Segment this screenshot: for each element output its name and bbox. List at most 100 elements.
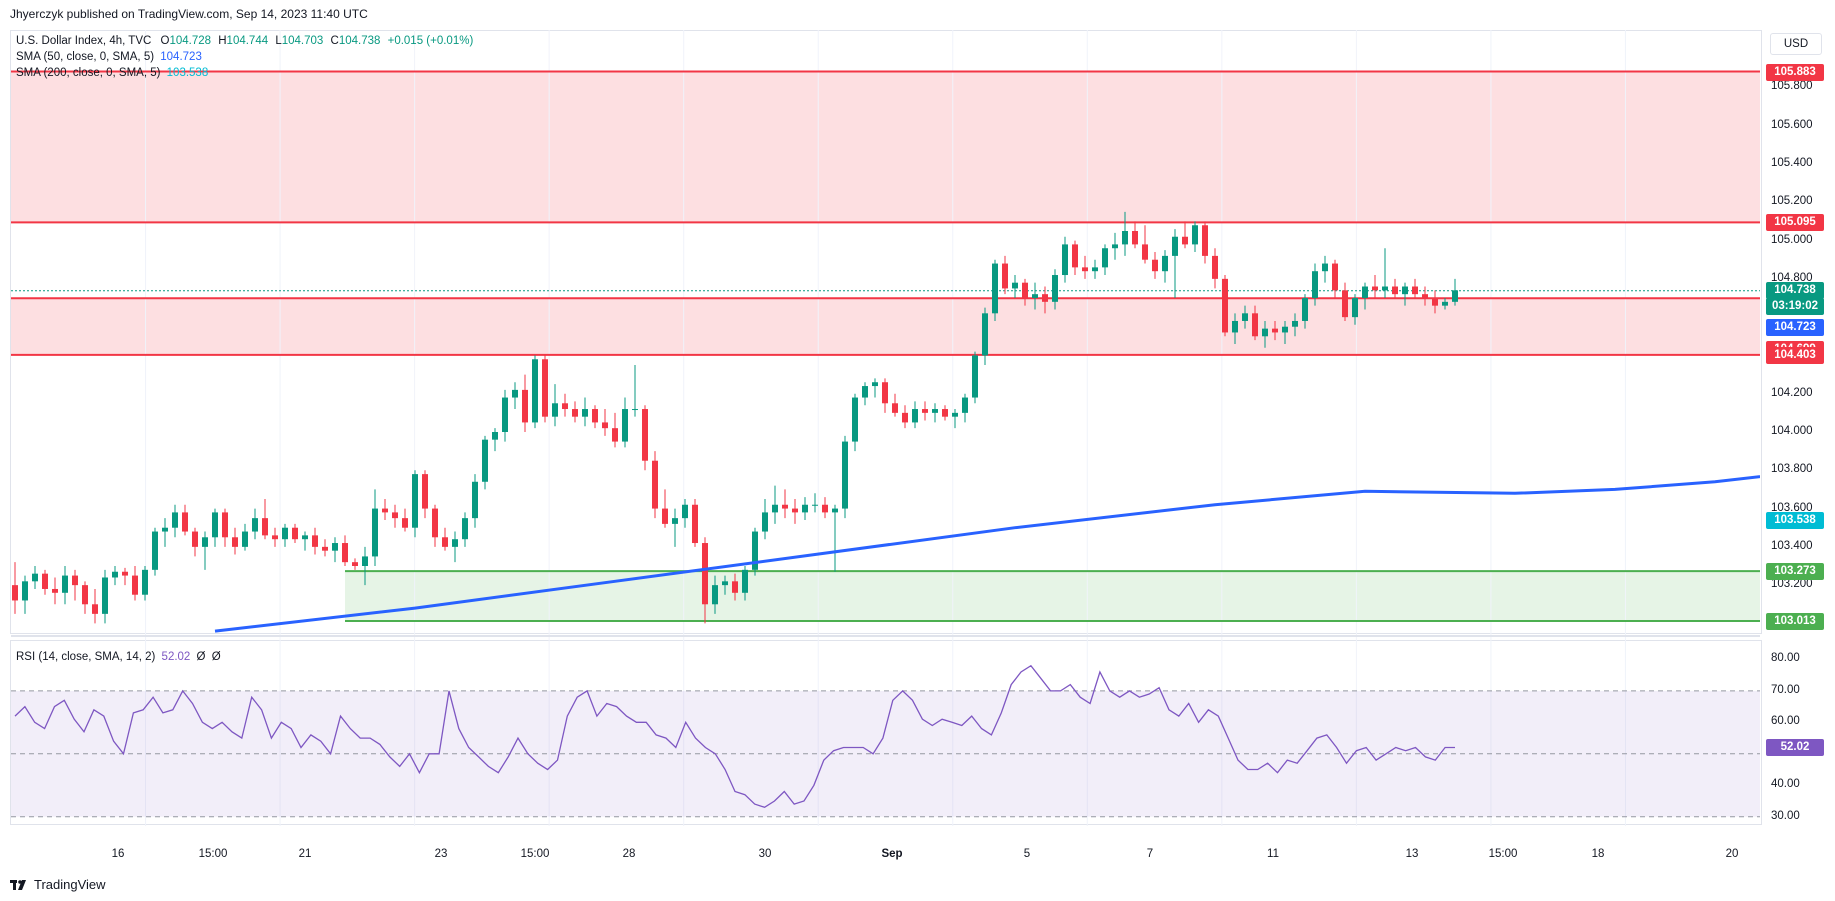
candle-body bbox=[232, 537, 238, 547]
candle-body bbox=[532, 359, 538, 423]
candle-body bbox=[1242, 313, 1248, 321]
candle-body bbox=[1312, 271, 1318, 298]
candle-body bbox=[382, 508, 388, 513]
candle-body bbox=[162, 527, 168, 532]
candle-body bbox=[852, 397, 858, 442]
candle-body bbox=[192, 531, 198, 547]
time-tick: Sep bbox=[881, 848, 903, 860]
candle-body bbox=[1392, 286, 1398, 295]
symbol-label: U.S. Dollar Index, 4h, TVC bbox=[16, 35, 152, 47]
candle-body bbox=[172, 512, 178, 528]
tradingview-logo-icon bbox=[10, 879, 26, 890]
candle-body bbox=[1362, 286, 1368, 298]
candle-body bbox=[1122, 231, 1128, 245]
candle-body bbox=[832, 508, 838, 513]
candle-body bbox=[562, 403, 568, 410]
time-tick: 18 bbox=[1591, 848, 1605, 860]
sma200-legend[interactable]: SMA (200, close, 0, SMA, 5) 103.538 bbox=[16, 67, 208, 79]
tag-105883: 105.883 bbox=[1766, 63, 1824, 81]
support-zone bbox=[345, 571, 1760, 621]
price-tick: 105.800 bbox=[1771, 80, 1813, 93]
candle-body bbox=[662, 508, 668, 524]
candle-body bbox=[1292, 320, 1298, 327]
candle-body bbox=[272, 535, 278, 540]
candle-body bbox=[642, 409, 648, 461]
candle-body bbox=[612, 428, 618, 442]
sma50-value: 104.723 bbox=[160, 51, 202, 63]
rsi-label: RSI (14, close, SMA, 14, 2) bbox=[16, 651, 156, 663]
candle-body bbox=[322, 546, 328, 551]
candle-body bbox=[1232, 320, 1238, 333]
candle-body bbox=[52, 588, 58, 593]
candle-body bbox=[142, 569, 148, 595]
candle-body bbox=[752, 531, 758, 570]
candle-body bbox=[302, 535, 308, 540]
rsi-legend[interactable]: RSI (14, close, SMA, 14, 2) 52.02 Ø Ø bbox=[16, 651, 221, 663]
candle-body bbox=[862, 386, 868, 398]
candle-body bbox=[432, 508, 438, 538]
candle-body bbox=[1252, 313, 1258, 337]
price-tick: 105.600 bbox=[1771, 118, 1813, 131]
candle-body bbox=[572, 409, 578, 417]
sma50-legend[interactable]: SMA (50, close, 0, SMA, 5) 104.723 bbox=[16, 51, 202, 63]
candle-body bbox=[42, 573, 48, 589]
rsi-extra1: Ø bbox=[196, 651, 206, 663]
candle-body bbox=[782, 504, 788, 509]
candle-body bbox=[952, 412, 958, 417]
candle-body bbox=[1402, 286, 1408, 295]
candle-body bbox=[1132, 231, 1138, 245]
currency-button[interactable]: USD bbox=[1770, 33, 1822, 55]
candle-body bbox=[1212, 255, 1218, 279]
candle-body bbox=[1062, 244, 1068, 276]
candle-body bbox=[692, 504, 698, 544]
candle-body bbox=[332, 543, 338, 551]
candle-body bbox=[442, 537, 448, 547]
rsi-extra2: Ø bbox=[211, 651, 221, 663]
candle-body bbox=[722, 581, 728, 586]
candle-body bbox=[972, 355, 978, 398]
candle-body bbox=[522, 389, 528, 423]
rsi-pane[interactable] bbox=[10, 640, 1762, 825]
candle-body bbox=[772, 504, 778, 513]
resistance-zone-lower bbox=[11, 298, 1760, 355]
open-label: O bbox=[160, 35, 170, 47]
candle-body bbox=[112, 571, 118, 578]
open-value: 104.728 bbox=[169, 35, 212, 47]
candle-body bbox=[812, 504, 818, 506]
candle-body bbox=[982, 313, 988, 356]
candle-body bbox=[792, 508, 798, 513]
candle-body bbox=[1282, 326, 1288, 333]
candle-body bbox=[1082, 267, 1088, 272]
candle-body bbox=[542, 359, 548, 417]
resistance-zone-upper bbox=[11, 71, 1760, 223]
candle-body bbox=[882, 382, 888, 404]
candle-body bbox=[632, 409, 638, 411]
main-chart-pane[interactable] bbox=[10, 30, 1762, 634]
candle-body bbox=[1052, 275, 1058, 302]
time-tick: 13 bbox=[1405, 848, 1419, 860]
candle-body bbox=[182, 512, 188, 532]
low-value: 104.703 bbox=[281, 35, 324, 47]
candle-body bbox=[652, 460, 658, 509]
candle-body bbox=[922, 409, 928, 413]
rsi-tick: 80.00 bbox=[1771, 652, 1800, 665]
time-tick: 20 bbox=[1725, 848, 1739, 860]
candle-body bbox=[202, 537, 208, 547]
candle-body bbox=[62, 575, 68, 593]
candle-body bbox=[1202, 225, 1208, 256]
candle-body bbox=[1382, 286, 1388, 291]
candle-body bbox=[602, 422, 608, 429]
time-tick: 16 bbox=[111, 848, 125, 860]
candle-body bbox=[732, 581, 738, 593]
candle-body bbox=[872, 382, 878, 387]
candle-body bbox=[1042, 294, 1048, 302]
candle-body bbox=[1092, 267, 1098, 272]
candle-body bbox=[742, 569, 748, 593]
tradingview-footer[interactable]: TradingView bbox=[10, 877, 106, 892]
candle-body bbox=[1452, 290, 1458, 302]
sma200-label: SMA (200, close, 0, SMA, 5) bbox=[16, 67, 161, 79]
candle-body bbox=[422, 474, 428, 509]
candle-body bbox=[12, 585, 18, 601]
candle-body bbox=[282, 527, 288, 540]
